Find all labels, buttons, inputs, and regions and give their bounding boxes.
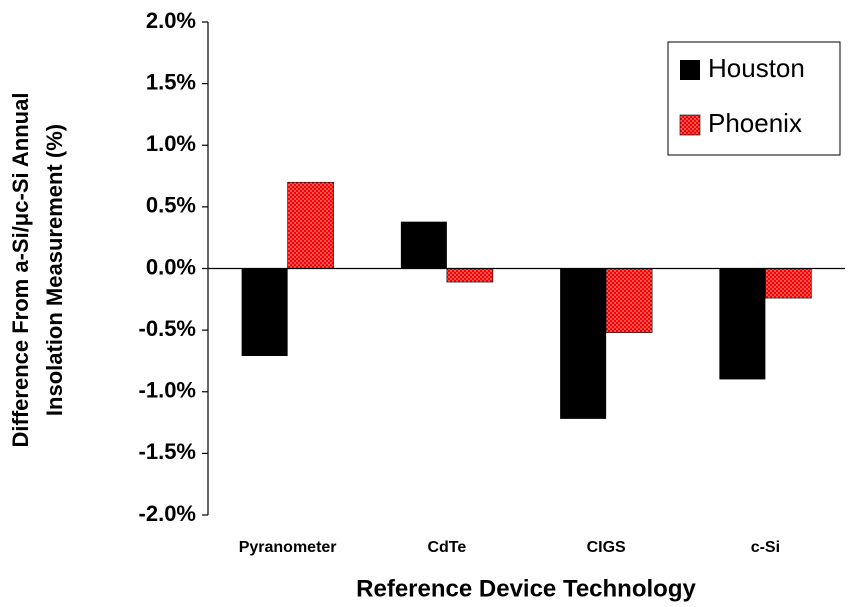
legend-swatch [680, 60, 700, 80]
x-tick-label: CdTe [427, 539, 466, 556]
legend-label: Phoenix [708, 108, 802, 138]
x-tick-label: c-Si [751, 539, 780, 556]
bar-pattern [287, 181, 334, 269]
x-tick-label: Pyranometer [239, 539, 337, 556]
y-tick-label: 0.0% [146, 254, 196, 279]
y-tick-label: 0.5% [146, 193, 196, 218]
y-tick-label: -0.5% [139, 316, 196, 341]
legend-label: Houston [708, 53, 805, 83]
y-tick-label: -2.0% [139, 501, 196, 526]
bar-pattern [605, 268, 653, 333]
y-axis-title: Difference From a-Si/μc-Si Annual [8, 93, 33, 448]
bar-pattern [765, 268, 812, 299]
y-tick-label: 1.0% [146, 131, 196, 156]
bar-pattern [446, 268, 494, 283]
bar [560, 268, 607, 419]
x-axis-title: Reference Device Technology [356, 575, 696, 602]
legend-swatch-pattern [679, 114, 701, 136]
bar [241, 268, 288, 357]
y-tick-label: 2.0% [146, 8, 196, 33]
x-tick-label: CIGS [587, 539, 626, 556]
y-tick-label: -1.0% [139, 378, 196, 403]
y-tick-label: -1.5% [139, 439, 196, 464]
bar [400, 221, 447, 269]
bar [719, 268, 766, 380]
y-tick-label: 1.5% [146, 69, 196, 94]
y-axis-title: Insolation Measurement (%) [42, 124, 67, 416]
